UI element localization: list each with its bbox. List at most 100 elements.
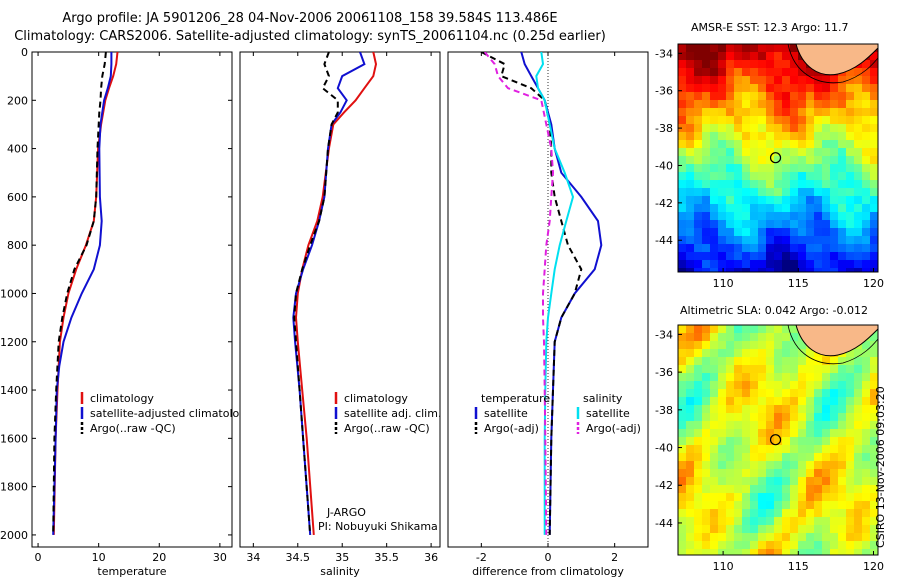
map-cell bbox=[814, 549, 823, 555]
map-cell bbox=[718, 212, 727, 221]
map-cell bbox=[734, 397, 743, 406]
map-cell bbox=[798, 373, 807, 382]
map-cell bbox=[726, 333, 735, 342]
map-cell bbox=[814, 156, 823, 165]
map-cell bbox=[702, 453, 711, 462]
map-cell bbox=[742, 252, 751, 261]
map-cell bbox=[782, 148, 791, 157]
map-cell bbox=[686, 517, 695, 526]
map-cell bbox=[790, 533, 799, 542]
map-cell bbox=[862, 541, 871, 550]
map-cell bbox=[702, 333, 711, 342]
map-cell bbox=[702, 116, 711, 125]
map-cell bbox=[742, 533, 751, 542]
map-cell bbox=[798, 92, 807, 101]
map-cell bbox=[734, 405, 743, 414]
map-cell bbox=[726, 429, 735, 438]
map-cell bbox=[734, 140, 743, 149]
map-cell bbox=[774, 236, 783, 245]
map-y-tick-label: -38 bbox=[655, 122, 673, 135]
map-cell bbox=[758, 365, 767, 374]
map-cell bbox=[718, 108, 727, 117]
map-cell bbox=[710, 60, 719, 69]
map-cell bbox=[846, 541, 855, 550]
series-line-2 bbox=[52, 52, 107, 535]
x-axis-label: difference from climatology bbox=[472, 565, 624, 578]
map-cell bbox=[814, 236, 823, 245]
map-cell bbox=[734, 429, 743, 438]
map-cell bbox=[726, 196, 735, 205]
map-cell bbox=[694, 244, 703, 253]
map-cell bbox=[686, 108, 695, 117]
map-cell bbox=[782, 68, 791, 77]
map-cell bbox=[694, 517, 703, 526]
map-cell bbox=[734, 341, 743, 350]
map-cell bbox=[750, 92, 759, 101]
map-cell bbox=[782, 164, 791, 173]
map-cell bbox=[726, 461, 735, 470]
map-cell bbox=[750, 509, 759, 518]
map-cell bbox=[870, 252, 878, 261]
map-cell bbox=[718, 220, 727, 229]
map-cell bbox=[854, 469, 863, 478]
map-cell bbox=[718, 461, 727, 470]
y-tick-label: 1200 bbox=[0, 336, 28, 349]
map-cell bbox=[830, 501, 839, 510]
map-cell bbox=[798, 260, 807, 269]
map-cell bbox=[694, 493, 703, 502]
map-cell bbox=[814, 148, 823, 157]
map-cell bbox=[710, 533, 719, 542]
map-cell bbox=[758, 533, 767, 542]
map-cell bbox=[726, 220, 735, 229]
map-cell bbox=[718, 188, 727, 197]
map-cell bbox=[838, 461, 847, 470]
map-cell bbox=[686, 188, 695, 197]
map-cell bbox=[870, 236, 878, 245]
map-cell bbox=[870, 244, 878, 253]
map-cell bbox=[718, 421, 727, 430]
map-cell bbox=[702, 220, 711, 229]
map-cell bbox=[854, 357, 863, 366]
map-cell bbox=[726, 244, 735, 253]
map-cell bbox=[766, 220, 775, 229]
map-cell bbox=[854, 477, 863, 486]
map-cell bbox=[678, 100, 687, 109]
map-cell bbox=[846, 397, 855, 406]
map-cell bbox=[758, 196, 767, 205]
map-cell bbox=[774, 389, 783, 398]
map-cell bbox=[846, 148, 855, 157]
map-cell bbox=[854, 156, 863, 165]
map-cell bbox=[718, 493, 727, 502]
map-cell bbox=[678, 541, 687, 550]
map-cell bbox=[750, 493, 759, 502]
map-cell bbox=[822, 389, 831, 398]
map-cell bbox=[718, 349, 727, 358]
map-cell bbox=[686, 413, 695, 422]
map-cell bbox=[734, 389, 743, 398]
sst-map-title: AMSR-E SST: 12.3 Argo: 11.7 bbox=[691, 21, 849, 34]
map-cell bbox=[774, 260, 783, 269]
map-cell bbox=[798, 84, 807, 93]
map-cell bbox=[686, 477, 695, 486]
map-cell bbox=[702, 341, 711, 350]
map-cell bbox=[718, 140, 727, 149]
map-cell bbox=[678, 68, 687, 77]
map-cell bbox=[790, 357, 799, 366]
map-cell bbox=[734, 349, 743, 358]
map-cell bbox=[678, 325, 687, 334]
map-cell bbox=[694, 533, 703, 542]
map-cell bbox=[734, 60, 743, 69]
map-cell bbox=[830, 453, 839, 462]
map-cell bbox=[782, 156, 791, 165]
map-cell bbox=[686, 461, 695, 470]
map-cell bbox=[838, 485, 847, 494]
map-cell bbox=[838, 236, 847, 245]
map-cell bbox=[750, 405, 759, 414]
map-cell bbox=[806, 164, 815, 173]
map-cell bbox=[758, 68, 767, 77]
map-cell bbox=[686, 349, 695, 358]
map-cell bbox=[814, 124, 823, 133]
map-cell bbox=[838, 108, 847, 117]
map-cell bbox=[854, 260, 863, 269]
map-cell bbox=[750, 180, 759, 189]
